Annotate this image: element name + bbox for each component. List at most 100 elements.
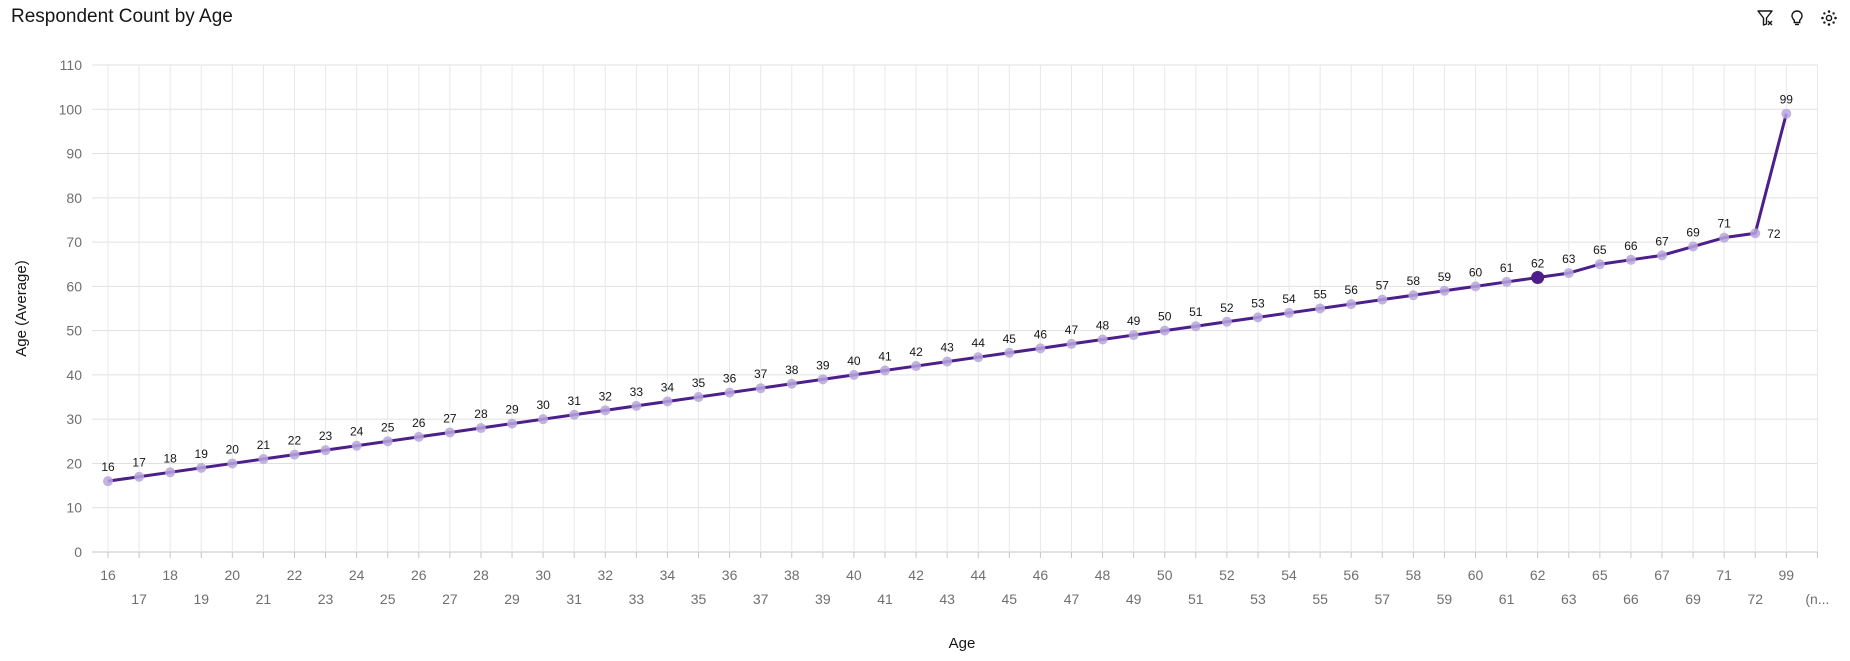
data-point[interactable] bbox=[134, 471, 145, 482]
data-point[interactable] bbox=[1190, 321, 1201, 332]
data-label: 20 bbox=[226, 442, 240, 456]
x-tick-label: 21 bbox=[256, 591, 272, 607]
data-point[interactable] bbox=[1284, 307, 1295, 318]
data-label: 99 bbox=[1780, 93, 1794, 107]
data-point[interactable] bbox=[1004, 347, 1015, 358]
data-point[interactable] bbox=[911, 361, 922, 372]
data-point[interactable] bbox=[1531, 271, 1545, 285]
data-point[interactable] bbox=[786, 378, 797, 389]
x-tick-label: 47 bbox=[1064, 591, 1080, 607]
data-point[interactable] bbox=[1346, 299, 1357, 310]
x-tick-label: 16 bbox=[100, 567, 116, 583]
data-point[interactable] bbox=[755, 383, 766, 394]
x-tick-label: 99 bbox=[1779, 567, 1795, 583]
data-point[interactable] bbox=[1781, 108, 1792, 119]
data-label: 44 bbox=[972, 336, 986, 350]
data-point[interactable] bbox=[1221, 316, 1232, 327]
data-point[interactable] bbox=[973, 352, 984, 363]
x-axis-title: Age bbox=[949, 635, 976, 652]
data-label: 28 bbox=[474, 407, 488, 421]
data-point[interactable] bbox=[1097, 334, 1108, 345]
x-tick-label: 50 bbox=[1157, 567, 1173, 583]
data-point[interactable] bbox=[320, 445, 331, 456]
data-point[interactable] bbox=[1252, 312, 1263, 323]
data-point[interactable] bbox=[1594, 259, 1605, 270]
x-axis-ticks: 16 17 18 19 20 21 22 23 24 25 26 27 28 29 30 31 32 33 34 35… bbox=[100, 567, 1829, 607]
x-tick-label: 33 bbox=[629, 591, 645, 607]
data-point[interactable] bbox=[413, 431, 424, 442]
data-point[interactable] bbox=[1066, 338, 1077, 349]
data-point[interactable] bbox=[1408, 290, 1419, 301]
data-point[interactable] bbox=[196, 462, 207, 473]
data-point[interactable] bbox=[1563, 268, 1574, 279]
data-point[interactable] bbox=[538, 414, 549, 425]
data-label: 63 bbox=[1562, 252, 1576, 266]
data-point[interactable] bbox=[1128, 330, 1139, 341]
data-point[interactable] bbox=[880, 365, 890, 376]
x-tick-label: 58 bbox=[1406, 567, 1422, 583]
filter-button[interactable] bbox=[1752, 6, 1778, 30]
settings-icon bbox=[1821, 10, 1837, 26]
y-tick-label: 40 bbox=[66, 367, 82, 383]
data-markers bbox=[103, 108, 1792, 487]
data-point[interactable] bbox=[507, 418, 518, 429]
x-tick-label: 65 bbox=[1592, 567, 1608, 583]
settings-button[interactable] bbox=[1816, 6, 1842, 30]
x-tick-label: 22 bbox=[287, 567, 303, 583]
data-label: 59 bbox=[1438, 270, 1452, 284]
data-point[interactable] bbox=[1657, 250, 1667, 261]
data-label: 52 bbox=[1220, 301, 1234, 315]
data-point[interactable] bbox=[289, 449, 300, 460]
data-point[interactable] bbox=[1035, 343, 1046, 354]
x-tick-label: 38 bbox=[784, 567, 800, 583]
data-point[interactable] bbox=[1377, 294, 1388, 305]
data-point[interactable] bbox=[1719, 232, 1730, 243]
y-tick-label: 10 bbox=[66, 500, 82, 516]
data-label: 26 bbox=[412, 416, 426, 430]
data-point[interactable] bbox=[1159, 325, 1170, 336]
x-tick-label: 40 bbox=[846, 567, 862, 583]
y-tick-label: 20 bbox=[66, 455, 82, 471]
data-point[interactable] bbox=[165, 467, 176, 478]
data-point[interactable] bbox=[1439, 285, 1450, 296]
x-tick-label: 31 bbox=[566, 591, 582, 607]
data-point[interactable] bbox=[1688, 241, 1699, 252]
data-point[interactable] bbox=[382, 436, 393, 447]
x-tick-label: 19 bbox=[193, 591, 209, 607]
data-point[interactable] bbox=[227, 458, 238, 469]
data-point[interactable] bbox=[662, 396, 673, 407]
data-labels: 16 17 18 19 20 21 22 23 24 25 26 27 28 29 30 31 32 33 34 35… bbox=[101, 93, 1793, 474]
x-tick-label: 57 bbox=[1374, 591, 1390, 607]
data-point[interactable] bbox=[351, 440, 362, 451]
data-point[interactable] bbox=[724, 387, 735, 398]
data-point[interactable] bbox=[600, 405, 611, 416]
data-point[interactable] bbox=[1470, 281, 1481, 292]
data-point[interactable] bbox=[631, 400, 642, 411]
x-tick-label: 34 bbox=[660, 567, 676, 583]
data-point[interactable] bbox=[1501, 276, 1512, 287]
data-point[interactable] bbox=[817, 374, 828, 385]
insights-button[interactable] bbox=[1784, 6, 1810, 30]
data-point[interactable] bbox=[1625, 254, 1636, 265]
data-point[interactable] bbox=[258, 454, 269, 465]
data-point[interactable] bbox=[475, 423, 486, 434]
data-label: 66 bbox=[1624, 239, 1638, 253]
data-point[interactable] bbox=[693, 392, 704, 403]
x-tick-label: 51 bbox=[1188, 591, 1204, 607]
data-point[interactable] bbox=[942, 356, 953, 367]
data-point[interactable] bbox=[569, 409, 580, 420]
data-point[interactable] bbox=[848, 369, 859, 380]
x-tick-label: 17 bbox=[131, 591, 147, 607]
x-tick-label: 42 bbox=[908, 567, 924, 583]
data-label: 32 bbox=[599, 389, 613, 403]
data-point[interactable] bbox=[1750, 228, 1761, 239]
data-label: 34 bbox=[661, 380, 675, 394]
data-point[interactable] bbox=[1315, 303, 1326, 314]
data-point[interactable] bbox=[103, 476, 113, 487]
data-label: 57 bbox=[1376, 279, 1390, 293]
x-tick-label: 41 bbox=[877, 591, 893, 607]
data-point[interactable] bbox=[444, 427, 455, 438]
data-label: 29 bbox=[505, 403, 519, 417]
data-label: 69 bbox=[1686, 226, 1700, 240]
